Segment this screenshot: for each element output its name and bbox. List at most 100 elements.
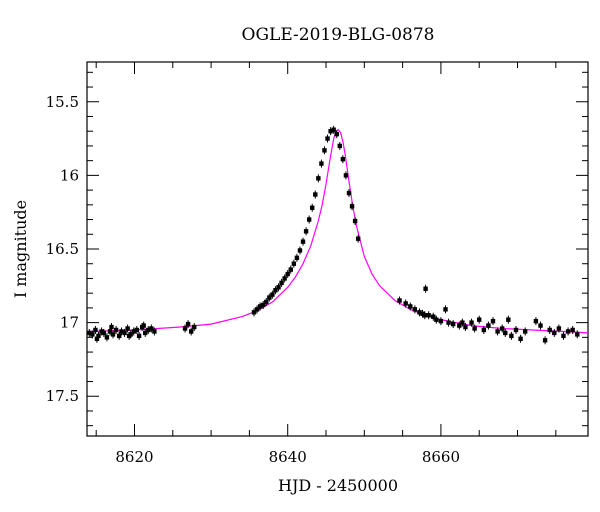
data-point (192, 324, 197, 330)
data-point (288, 267, 293, 272)
data-point (267, 295, 272, 300)
data-point (349, 204, 355, 209)
data-point (270, 292, 275, 297)
data-point (104, 335, 110, 340)
data-point (460, 320, 465, 325)
chart-title: OGLE-2019-BLG-0878 (242, 25, 435, 45)
data-point (438, 318, 444, 324)
data-point (538, 323, 543, 328)
data-point (109, 324, 114, 330)
data-point (495, 329, 500, 334)
data-point (96, 333, 101, 339)
data-point (506, 317, 511, 322)
data-point (518, 336, 523, 342)
data-point (152, 329, 157, 334)
data-point (110, 332, 116, 337)
data-point (113, 327, 119, 333)
data-point (285, 271, 290, 277)
data-point (87, 330, 92, 336)
data-point (94, 336, 100, 342)
data-point (125, 326, 130, 331)
x-tick-label: 8640 (269, 448, 307, 466)
x-axis-label: HJD - 2450000 (278, 476, 398, 495)
data-point (310, 205, 315, 210)
data-points (87, 125, 580, 345)
data-point (149, 326, 154, 331)
data-point (188, 329, 194, 334)
y-tick-label: 16 (60, 166, 79, 184)
axis-tick-labels: 8620 8640 8660 15.5 16 16.5 17 17.5 (46, 93, 460, 466)
data-point (420, 311, 425, 316)
data-point (273, 288, 278, 293)
data-point (291, 261, 297, 266)
data-point (282, 276, 287, 281)
data-point (146, 327, 151, 333)
data-point (101, 330, 107, 336)
data-point (513, 327, 519, 333)
data-point (276, 285, 281, 290)
data-point (93, 327, 98, 333)
data-point (257, 304, 263, 309)
data-point (472, 326, 477, 331)
data-point (325, 136, 330, 141)
data-point (297, 248, 303, 253)
data-point (182, 326, 188, 331)
data-point (397, 298, 402, 303)
data-point (469, 320, 474, 325)
data-point (316, 176, 321, 181)
data-point (575, 332, 580, 337)
data-point (116, 333, 122, 339)
data-point (481, 327, 487, 333)
data-point (463, 324, 468, 330)
y-tick-label: 17.5 (46, 387, 79, 405)
data-point (122, 330, 127, 336)
data-point (403, 301, 408, 306)
data-point (446, 320, 451, 325)
data-point (509, 333, 514, 339)
data-point (426, 313, 431, 318)
data-point (547, 327, 552, 333)
y-axis-label: I magnitude (11, 200, 30, 298)
data-point (334, 131, 339, 137)
data-point (264, 299, 269, 305)
data-point (542, 338, 548, 343)
data-point (552, 330, 557, 336)
data-point (352, 218, 358, 224)
y-tick-label: 16.5 (46, 240, 79, 258)
data-point (119, 329, 124, 334)
data-point (355, 236, 361, 241)
data-point (457, 323, 462, 328)
data-point (561, 333, 566, 339)
data-point (126, 333, 132, 339)
data-point (490, 318, 496, 324)
data-point (322, 148, 327, 153)
x-tick-label: 8660 (422, 448, 460, 466)
data-point (294, 255, 300, 261)
data-point (254, 307, 260, 312)
data-point (313, 192, 318, 197)
y-tick-label: 15.5 (46, 93, 79, 111)
data-point (533, 318, 539, 324)
data-point (143, 330, 148, 336)
data-point (300, 239, 306, 244)
data-point (306, 217, 312, 222)
data-point (412, 307, 418, 312)
data-point (141, 323, 146, 328)
data-point (279, 280, 284, 286)
data-point (337, 143, 342, 149)
x-tick-label: 8620 (115, 448, 153, 466)
plot-frame (86, 61, 589, 437)
data-point (340, 156, 346, 162)
axis-ticks (87, 62, 588, 436)
data-point (556, 326, 562, 331)
data-point (408, 304, 413, 309)
y-tick-label: 17 (60, 314, 79, 332)
data-point (319, 161, 324, 166)
data-point (503, 330, 508, 336)
data-point (185, 321, 191, 327)
model-curve (86, 128, 589, 334)
data-point (99, 329, 104, 334)
data-point (417, 310, 422, 315)
data-point (443, 307, 448, 312)
